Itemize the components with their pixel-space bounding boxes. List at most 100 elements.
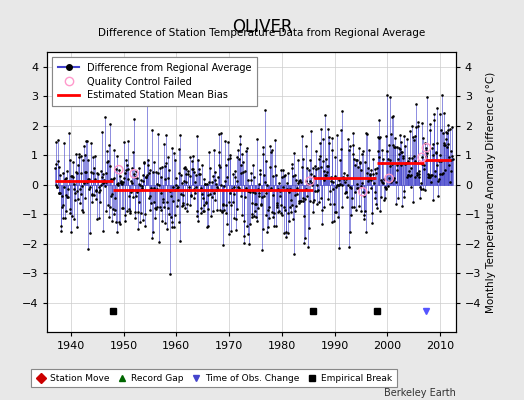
Point <box>149 228 157 235</box>
Point <box>177 191 185 197</box>
Point <box>235 133 244 140</box>
Point <box>420 166 428 172</box>
Point <box>222 162 230 168</box>
Point <box>133 189 141 195</box>
Point <box>282 186 291 192</box>
Point <box>277 167 286 174</box>
Point <box>281 234 290 240</box>
Point <box>173 197 182 203</box>
Point <box>54 158 62 164</box>
Point <box>199 195 208 202</box>
Point <box>100 176 108 183</box>
Point <box>245 240 254 247</box>
Point <box>311 166 320 173</box>
Point <box>183 167 192 174</box>
Point <box>245 188 253 194</box>
Point <box>216 182 225 188</box>
Point <box>444 122 452 128</box>
Point <box>64 194 72 200</box>
Point <box>242 185 250 191</box>
Point <box>276 193 285 199</box>
Point <box>427 179 435 185</box>
Point <box>398 203 406 210</box>
Point <box>263 182 271 188</box>
Point <box>318 207 326 214</box>
Point <box>296 176 304 183</box>
Point <box>100 178 108 185</box>
Point <box>232 226 241 233</box>
Point <box>426 120 434 127</box>
Point <box>270 223 279 229</box>
Point <box>125 193 133 200</box>
Point <box>246 189 254 196</box>
Point <box>369 180 378 186</box>
Point <box>146 207 154 213</box>
Point <box>298 164 306 170</box>
Point <box>77 169 85 176</box>
Point <box>150 158 158 165</box>
Point <box>144 157 152 164</box>
Point <box>386 163 395 169</box>
Point <box>66 210 74 216</box>
Point <box>228 198 237 205</box>
Point <box>56 190 64 196</box>
Point <box>180 178 189 184</box>
Point <box>310 173 319 180</box>
Point <box>254 205 263 211</box>
Point <box>442 144 451 150</box>
Point <box>314 186 322 193</box>
Point <box>85 176 94 182</box>
Point <box>117 180 125 187</box>
Legend: Difference from Regional Average, Quality Control Failed, Estimated Station Mean: Difference from Regional Average, Qualit… <box>52 57 257 106</box>
Point <box>241 240 249 246</box>
Point <box>170 156 179 163</box>
Point <box>344 182 352 188</box>
Point <box>319 158 328 164</box>
Point <box>246 169 255 176</box>
Point <box>61 192 70 198</box>
Point <box>200 201 208 208</box>
Point <box>381 186 390 192</box>
Point <box>227 187 236 193</box>
Point <box>348 130 357 136</box>
Point <box>129 116 138 122</box>
Point <box>273 202 281 208</box>
Point <box>126 189 135 195</box>
Point <box>296 198 304 204</box>
Point <box>80 152 89 158</box>
Point <box>372 200 380 207</box>
Point <box>134 209 142 215</box>
Point <box>231 168 239 175</box>
Point <box>317 195 325 202</box>
Point <box>377 176 385 183</box>
Point <box>391 201 400 207</box>
Point <box>357 207 366 214</box>
Point <box>200 176 208 182</box>
Point <box>430 111 439 117</box>
Point <box>104 157 112 164</box>
Point <box>114 182 122 188</box>
Point <box>180 165 188 171</box>
Point <box>411 132 419 139</box>
Point <box>281 206 290 213</box>
Point <box>352 207 360 213</box>
Point <box>88 199 96 205</box>
Point <box>172 202 181 209</box>
Point <box>402 160 410 166</box>
Point <box>159 196 167 202</box>
Point <box>344 244 353 250</box>
Point <box>167 219 176 226</box>
Point <box>81 168 89 175</box>
Point <box>147 199 155 206</box>
Point <box>89 154 97 160</box>
Point <box>272 204 281 210</box>
Point <box>377 160 386 166</box>
Point <box>356 160 364 166</box>
Point <box>170 149 178 156</box>
Point <box>187 192 195 199</box>
Point <box>152 206 160 212</box>
Point <box>191 190 200 196</box>
Point <box>229 170 237 177</box>
Point <box>366 171 374 178</box>
Point <box>403 174 411 180</box>
